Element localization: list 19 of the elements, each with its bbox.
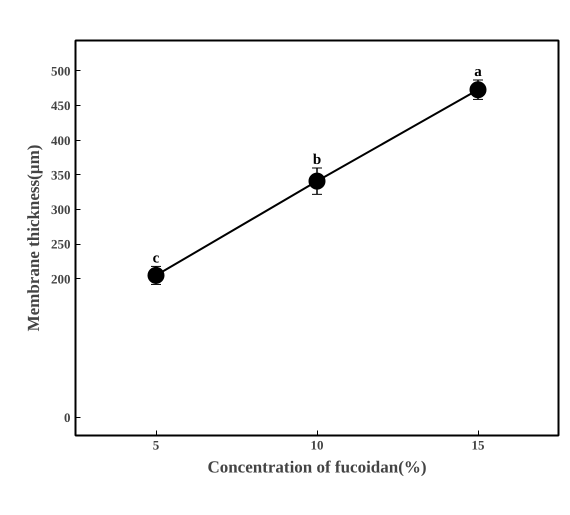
y-tick-label: 200 <box>51 271 70 286</box>
y-axis-title: Membrane thickness(µm) <box>24 144 43 332</box>
y-tick-label: 500 <box>51 63 70 78</box>
y-tick-label: 0 <box>64 410 70 425</box>
annotation: c <box>152 250 160 266</box>
annotation: a <box>474 64 482 80</box>
y-tick-label: 300 <box>51 202 70 218</box>
y-tick-label: 400 <box>51 132 70 148</box>
y-tick-label: 450 <box>51 98 70 114</box>
y-tick-label: 350 <box>51 167 70 182</box>
x-tick-label: 5 <box>152 438 160 452</box>
point <box>148 266 164 284</box>
point <box>308 172 326 190</box>
point <box>470 81 486 98</box>
x-axis-title: Concentration of fucoidan(%) <box>207 458 427 476</box>
x-tick-label: 15 <box>472 438 485 452</box>
y-tick-label: 250 <box>51 236 70 252</box>
x-tick-label: 10 <box>310 438 324 452</box>
annotation: b <box>312 152 322 168</box>
